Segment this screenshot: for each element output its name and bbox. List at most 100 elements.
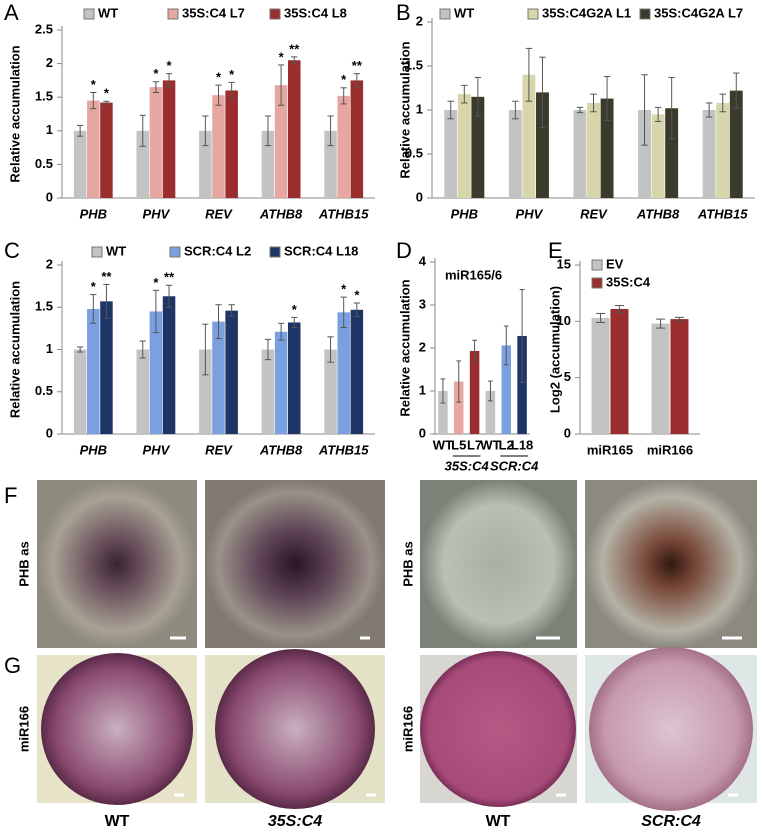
y-tick-label: 15 [557,256,571,271]
x-tick-label: REV [205,206,233,221]
bar [573,110,587,198]
x-tick-label: REV [205,442,233,457]
legend-label: WT [98,5,118,20]
significance: * [292,302,298,317]
bar [485,391,496,434]
section [215,649,375,809]
section [589,647,753,811]
bar [350,309,364,434]
bar [287,322,301,434]
bar [225,310,238,434]
x-tick-label: L7 [467,437,482,452]
y-tick-label: 1.5 [405,57,423,72]
legend-label: WT [106,243,126,258]
x-tick-label: REV [580,206,608,221]
x-tick-label: ATHB15 [318,442,369,457]
bar [454,381,464,434]
legend-swatch [439,8,451,20]
legend-label: 35S:C4 [606,274,651,289]
significance: * [354,287,360,302]
bar [199,349,212,434]
bar [212,321,225,434]
legend-swatch [269,246,281,258]
micrograph [420,480,577,648]
y-tick-label: 4 [419,253,427,268]
x-tick-label: WT [480,437,500,452]
significance: * [153,66,159,81]
bar [73,349,87,434]
panel-label: E [548,238,563,263]
panel-label: F [4,483,17,508]
caption: 35S:C4 [268,813,322,830]
bar [591,317,610,434]
legend-label: 35S:C4 L7 [182,5,245,20]
bar [149,311,163,434]
bar [350,80,364,198]
y-tick-label: 0 [46,189,53,204]
bar [274,331,288,434]
x-tick-label: WT [433,437,453,452]
bar [100,102,113,198]
x-tick-label: PHV [516,206,544,221]
caption: SCR:C4 [641,813,701,830]
legend-label: 35S:C4G2A L7 [654,5,743,20]
legend-swatch [591,259,603,271]
legend-label: WT [454,5,474,20]
bar [444,110,458,198]
y-tick-label: 0.5 [35,156,53,171]
y-axis-label: Relative accumulation [397,41,412,178]
x-tick-label: PHB [80,442,107,457]
significance: * [229,67,235,82]
section [41,653,193,805]
x-tick-label: PHV [143,206,171,221]
x-tick-label: miR165 [587,442,633,457]
bar [136,349,150,434]
bar [610,308,629,434]
x-tick-label: ATHB15 [318,206,369,221]
legend-swatch [639,8,651,20]
legend-swatch [167,8,179,20]
x-tick-label: PHV [143,442,171,457]
bar [261,349,275,434]
panel-label: C [4,238,20,263]
significance: ** [164,270,175,285]
row-label: PHB as [400,541,415,587]
group-label: SCR:C4 [490,458,539,473]
section [420,651,576,807]
bar [702,110,716,198]
bar [536,92,549,198]
row-label: PHB as [16,541,31,587]
bar [287,60,301,198]
group-label: 35S:C4 [445,458,490,473]
legend-label: SCR:C4 L2 [184,243,251,258]
bar [212,95,225,198]
x-tick-label: ATHB8 [259,206,303,221]
bar [729,90,743,198]
significance: * [91,77,97,92]
x-tick-label: L5 [451,437,466,452]
significance: ** [101,269,112,284]
y-tick-label: 1 [46,122,53,137]
y-tick-label: 2.5 [35,21,53,36]
panel-label: G [4,653,21,678]
panel-label: A [4,0,19,25]
x-tick-label: ATHB8 [259,442,303,457]
panel-label: D [396,238,412,263]
bar [665,108,679,198]
bar [136,130,150,198]
legend-swatch [527,8,539,20]
y-tick-label: 1 [416,101,423,116]
bar [162,80,176,198]
chart-title: miR165/6 [445,267,502,282]
y-tick-label: 0 [564,425,571,440]
legend-label: SCR:C4 L18 [284,243,358,258]
significance: * [341,72,347,87]
bar [471,96,485,198]
y-tick-label: 10 [557,313,571,328]
x-tick-label: L2 [499,437,514,452]
significance: * [153,275,159,290]
y-tick-label: 1 [46,341,53,356]
y-tick-label: 1.5 [35,89,53,104]
y-tick-label: 1 [419,382,426,397]
